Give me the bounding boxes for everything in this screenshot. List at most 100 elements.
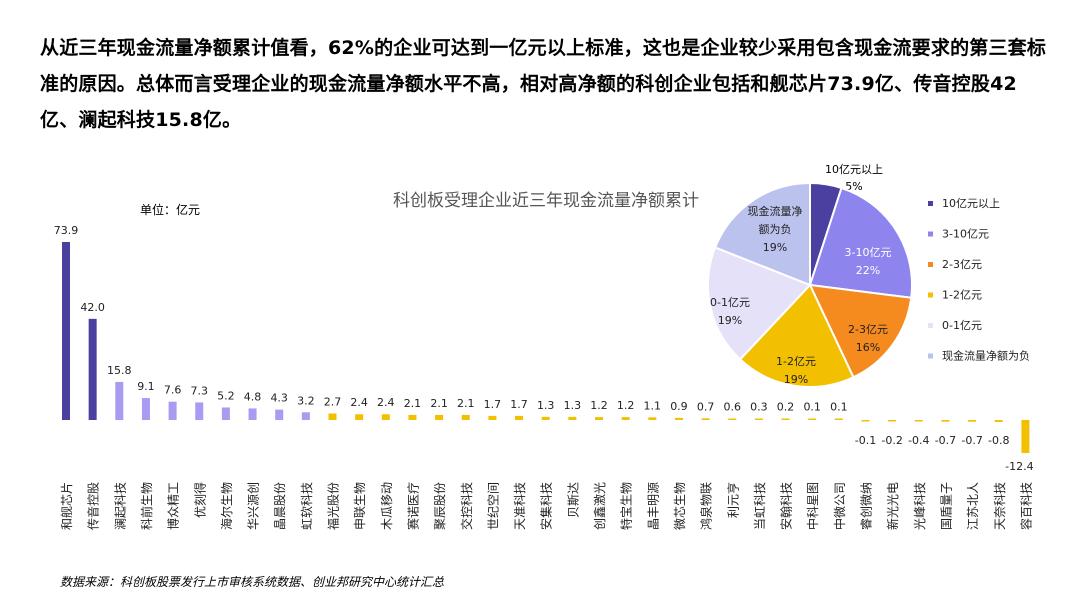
category-label: 赛诺医疗 — [405, 482, 420, 530]
value-label: 2.7 — [324, 395, 342, 408]
category-label: 华兴源创 — [247, 482, 261, 530]
pie-slice-现金流量净额为负 — [713, 181, 811, 287]
data-source-note: 数据来源：科创板股票发行上市审核系统数据、创业邦研究中心统计汇总 — [60, 575, 445, 589]
bar-安翰科技 — [781, 418, 790, 420]
value-label: -0.8 — [988, 434, 1009, 447]
value-label: 3.2 — [297, 394, 315, 407]
pie-slice-name: 现金流量净 — [748, 204, 803, 218]
bar-特宝生物 — [621, 417, 630, 420]
value-label: 9.1 — [137, 380, 155, 393]
bar-微芯生物 — [674, 417, 683, 420]
bar-江苏北人 — [968, 420, 977, 422]
category-label: 晶晨股份 — [273, 482, 287, 530]
bar-光峰科技 — [914, 420, 923, 422]
bar-贝斯达 — [568, 416, 577, 420]
value-label: 2.4 — [350, 396, 368, 409]
legend-label: 1-2亿元 — [942, 289, 982, 302]
bar-和舰芯片 — [62, 242, 70, 420]
value-label: 15.8 — [107, 364, 132, 377]
bar-新光光电 — [888, 420, 897, 422]
bar-木瓜移动 — [381, 414, 390, 420]
bar-申联生物 — [355, 414, 364, 420]
value-label: -0.7 — [961, 434, 982, 447]
value-label: 7.6 — [164, 384, 182, 397]
bar-虹软科技 — [301, 412, 310, 420]
bar-科前生物 — [141, 398, 150, 420]
category-label: 贝斯达 — [566, 482, 580, 518]
category-label: 睿创微纳 — [859, 482, 874, 530]
bar-天准科技 — [515, 415, 524, 420]
value-label: 4.3 — [270, 392, 288, 405]
bar-鸿泉物联 — [701, 418, 710, 420]
value-label: 1.3 — [537, 399, 555, 412]
value-label: 0.6 — [724, 401, 742, 414]
value-label: -0.2 — [881, 434, 902, 447]
pie-slice-name: 0-1亿元 — [710, 296, 750, 309]
pie-slice-value: 16% — [856, 341, 880, 354]
bar-交控科技 — [461, 414, 470, 420]
legend-label: 现金流量净额为负 — [942, 349, 1030, 363]
value-label: -12.4 — [1005, 460, 1033, 473]
bar-中科星图 — [808, 418, 817, 420]
bar-容百科技 — [1021, 420, 1030, 453]
chart-title: 科创板受理企业近三年现金流量净额累计 — [393, 191, 699, 211]
value-label: 73.9 — [54, 224, 79, 237]
category-label: 科前生物 — [139, 482, 154, 530]
legend-swatch — [928, 231, 933, 237]
pie-slice-name: 1-2亿元 — [776, 355, 816, 368]
legend-swatch — [928, 201, 933, 206]
category-label: 晶丰明源 — [646, 482, 660, 530]
pie-chart: 10亿元以上 5% 3-10亿元 22% 2-3亿元 16% 1-2亿元 19% 0-1亿元 19… — [707, 163, 913, 388]
pie-slice-3-10亿元 — [808, 186, 913, 299]
pie-slice-1-2亿元 — [738, 283, 855, 388]
value-label: 5.2 — [217, 389, 235, 402]
value-label: 42.0 — [80, 301, 105, 314]
pie-slice-name: 10亿元以上 — [825, 163, 883, 176]
bar-澜起科技 — [115, 381, 124, 420]
legend-label: 3-10亿元 — [942, 228, 989, 241]
category-label: 木瓜移动 — [380, 482, 394, 530]
value-label: 1.7 — [484, 398, 502, 411]
category-label: 海尔生物 — [219, 482, 234, 530]
category-label: 优刻得 — [192, 482, 207, 518]
legend-label: 10亿元以上 — [942, 197, 1000, 210]
bar-睿创微纳 — [861, 420, 870, 422]
bar-利元亨 — [728, 418, 737, 420]
value-label: 1.7 — [510, 398, 528, 411]
bar-海尔生物 — [221, 407, 230, 420]
pie-slice-value: 22% — [856, 264, 880, 277]
category-label: 国盾量子 — [939, 482, 953, 530]
bar-博众精工 — [168, 401, 177, 420]
value-label: -0.4 — [908, 434, 929, 447]
value-label: 0.1 — [830, 401, 848, 414]
value-label: 1.2 — [590, 399, 608, 412]
value-label: 7.3 — [191, 384, 209, 397]
bar-晶丰明源 — [648, 417, 657, 420]
bar-世纪空间 — [488, 415, 497, 420]
value-label: 2.1 — [457, 397, 475, 410]
legend-swatch — [928, 292, 933, 298]
category-label: 当虹科技 — [753, 482, 767, 530]
category-label: 虹软科技 — [300, 482, 314, 530]
bar-优刻得 — [195, 402, 204, 420]
legend-label: 0-1亿元 — [942, 319, 982, 332]
value-label: 1.1 — [644, 399, 662, 412]
category-label: 安集科技 — [539, 482, 554, 530]
category-label: 江苏北人 — [966, 482, 980, 530]
category-label: 容百科技 — [1018, 482, 1033, 530]
bar-赛诺医疗 — [408, 414, 417, 420]
bar-福光股份 — [328, 413, 337, 420]
category-label: 利元亨 — [725, 482, 740, 518]
legend-swatch — [928, 262, 933, 267]
category-label: 传音控股 — [86, 482, 101, 530]
category-label: 新光光电 — [885, 482, 900, 530]
category-label: 交控科技 — [459, 482, 474, 530]
value-label: 2.1 — [404, 397, 422, 410]
value-label: 0.2 — [777, 401, 795, 414]
category-label: 中科星图 — [805, 482, 820, 530]
value-label: 0.7 — [697, 400, 715, 413]
value-label: 2.4 — [377, 396, 395, 409]
category-label: 福光股份 — [326, 482, 341, 530]
